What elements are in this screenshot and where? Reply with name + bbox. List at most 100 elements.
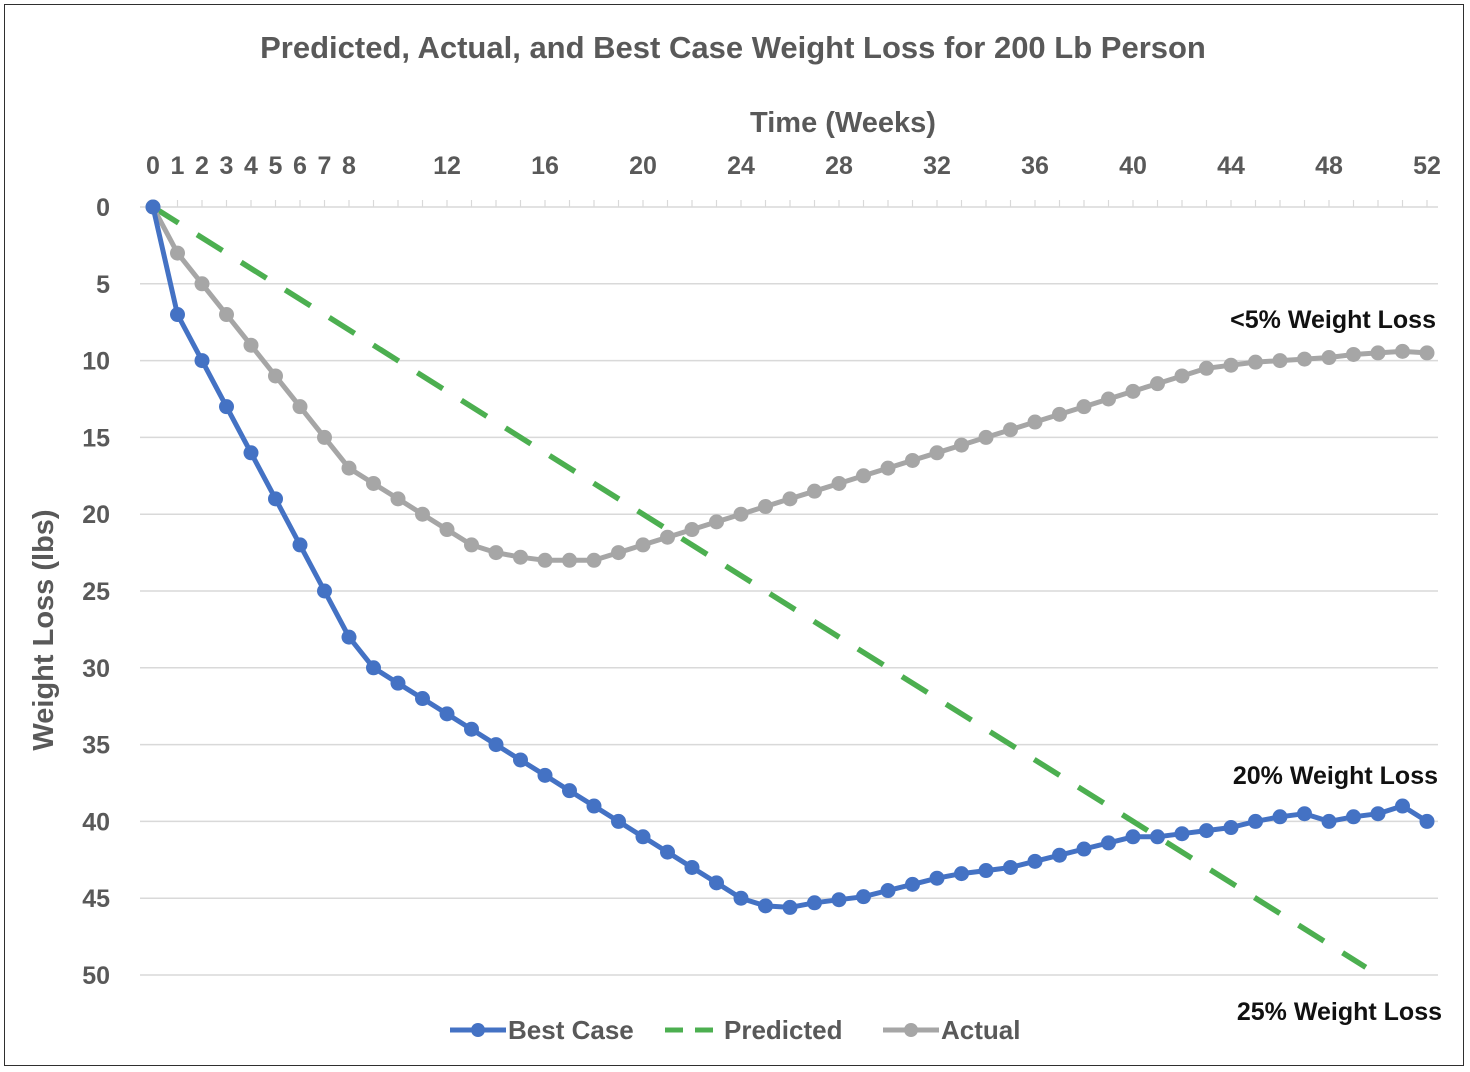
legend-item-best-case: Best Case — [450, 1015, 634, 1045]
data-point-actual — [1199, 360, 1214, 376]
chart-title: Predicted, Actual, and Best Case Weight … — [260, 30, 1206, 65]
data-point-best-case — [1223, 820, 1239, 836]
data-point-best-case — [1272, 809, 1288, 825]
x-tick-label: 24 — [727, 152, 755, 180]
x-tick-label: 0 — [146, 152, 160, 180]
data-point-actual — [1248, 354, 1263, 370]
data-point-actual — [856, 468, 871, 484]
x-tick-label: 16 — [531, 152, 559, 180]
series-layer — [145, 199, 1435, 970]
x-tick-label: 12 — [433, 152, 461, 180]
y-tick-label: 45 — [82, 885, 110, 913]
data-point-best-case — [341, 629, 357, 645]
data-point-best-case — [439, 706, 455, 722]
y-tick-label: 40 — [82, 808, 110, 836]
x-axis-title: Time (Weeks) — [750, 107, 936, 139]
data-point-best-case — [292, 537, 308, 553]
data-point-actual — [1223, 357, 1239, 373]
data-point-best-case — [1199, 823, 1214, 839]
data-point-actual — [317, 429, 332, 445]
data-point-actual — [562, 552, 577, 568]
data-point-best-case — [366, 660, 381, 676]
y-tick-label: 0 — [96, 194, 110, 222]
legend-label-predicted: Predicted — [724, 1015, 843, 1045]
data-point-best-case — [268, 491, 283, 507]
data-point-best-case — [856, 889, 871, 905]
annotation-5pct: <5% Weight Loss — [1230, 306, 1436, 334]
data-point-actual — [464, 537, 479, 553]
data-point-actual — [1052, 406, 1067, 422]
y-tick-label: 30 — [82, 655, 110, 683]
data-point-actual — [341, 460, 357, 476]
data-point-best-case — [905, 876, 920, 892]
data-point-best-case — [1395, 798, 1410, 814]
series-line-predicted — [151, 204, 1368, 970]
data-point-actual — [1027, 414, 1043, 430]
data-point-actual — [611, 545, 626, 561]
x-tick-label: 48 — [1315, 152, 1343, 180]
data-point-best-case — [145, 199, 161, 215]
data-point-best-case — [660, 844, 675, 860]
data-point-best-case — [709, 875, 724, 891]
data-point-best-case — [733, 890, 749, 906]
data-point-best-case — [1321, 813, 1337, 829]
data-point-actual — [954, 437, 969, 453]
y-tick-label: 35 — [82, 732, 110, 760]
x-axis — [140, 200, 1438, 208]
data-point-actual — [1395, 343, 1410, 359]
data-point-actual — [1174, 368, 1190, 384]
data-point-actual — [292, 399, 308, 415]
x-tick-label: 20 — [629, 152, 657, 180]
y-tick-label: 20 — [82, 501, 110, 529]
x-tick-label: 5 — [269, 152, 283, 180]
data-point-actual — [660, 529, 675, 545]
data-point-best-case — [415, 691, 430, 707]
data-point-actual — [194, 276, 210, 292]
data-point-best-case — [170, 307, 185, 323]
data-point-actual — [635, 537, 651, 553]
data-point-best-case — [243, 445, 259, 461]
data-point-best-case — [1003, 859, 1018, 875]
x-tick-label: 1 — [171, 152, 185, 180]
data-point-actual — [1321, 350, 1337, 366]
data-point-actual — [1076, 399, 1092, 415]
legend-label-actual: Actual — [941, 1015, 1020, 1045]
chart-frame — [4, 4, 1464, 1066]
y-tick-label: 25 — [82, 578, 110, 606]
data-point-best-case — [880, 883, 896, 899]
y-tick-label: 10 — [82, 348, 110, 376]
data-point-best-case — [684, 859, 700, 875]
data-point-best-case — [586, 798, 602, 814]
data-point-actual — [513, 549, 528, 565]
data-point-best-case — [390, 675, 406, 691]
x-tick-label: 52 — [1413, 152, 1441, 180]
x-tick-label: 7 — [318, 152, 332, 180]
annotation-20pct: 20% Weight Loss — [1233, 762, 1438, 790]
data-point-best-case — [929, 870, 945, 886]
data-point-best-case — [194, 353, 210, 369]
data-point-actual — [1003, 422, 1018, 438]
data-point-actual — [586, 552, 602, 568]
data-point-actual — [1150, 376, 1165, 392]
data-point-actual — [733, 506, 749, 522]
x-tick-label: 2 — [195, 152, 209, 180]
data-point-best-case — [488, 737, 504, 753]
data-point-best-case — [1370, 806, 1386, 822]
data-point-best-case — [1419, 813, 1435, 829]
data-point-actual — [1419, 345, 1435, 361]
y-axis-title: Weight Loss (lbs) — [28, 509, 60, 750]
data-point-actual — [390, 491, 406, 507]
data-point-best-case — [758, 898, 773, 914]
data-point-actual — [782, 491, 798, 507]
legend-item-predicted: Predicted — [665, 1015, 843, 1045]
data-point-best-case — [831, 892, 847, 908]
data-point-actual — [807, 483, 822, 499]
data-point-best-case — [513, 752, 528, 768]
x-tick-label: 3 — [220, 152, 234, 180]
data-point-best-case — [219, 399, 234, 415]
data-point-actual — [243, 337, 259, 353]
x-tick-label: 6 — [293, 152, 307, 180]
x-tick-label: 32 — [923, 152, 951, 180]
data-point-actual — [1370, 345, 1386, 361]
data-point-best-case — [1150, 829, 1165, 845]
